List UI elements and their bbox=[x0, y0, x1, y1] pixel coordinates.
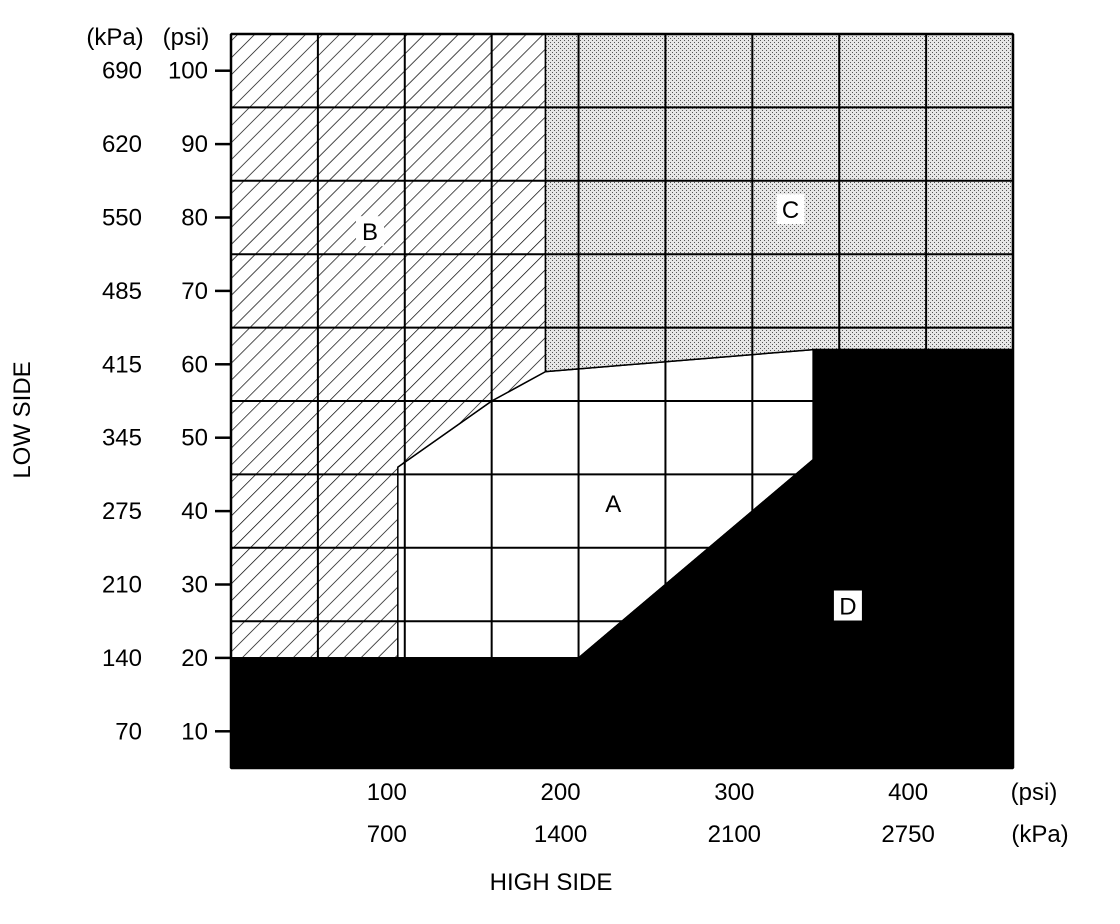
y-tick-label-psi: 60 bbox=[181, 351, 208, 378]
y-tick-label-psi: 90 bbox=[181, 131, 208, 158]
x-tick-label-psi: 200 bbox=[541, 779, 581, 806]
y-tick-label-kpa: 70 bbox=[115, 718, 142, 745]
x-tick-label-psi: 100 bbox=[367, 779, 407, 806]
region-label-a: A bbox=[605, 491, 621, 518]
y-unit-kpa: (kPa) bbox=[86, 24, 143, 51]
region-label-d: D bbox=[839, 594, 856, 621]
y-tick-label-kpa: 140 bbox=[102, 645, 142, 672]
y-tick-label-kpa: 620 bbox=[102, 131, 142, 158]
region-label-box-b bbox=[356, 216, 385, 247]
y-tick-label-kpa: 550 bbox=[102, 205, 142, 232]
region-label-box-c bbox=[776, 194, 805, 225]
y-tick-label-kpa: 210 bbox=[102, 572, 142, 599]
region-label-box-d bbox=[833, 590, 862, 621]
y-tick-label-kpa: 275 bbox=[102, 498, 142, 525]
y-tick-label-kpa: 690 bbox=[102, 58, 142, 85]
y-axis-title: LOW SIDE bbox=[9, 361, 36, 478]
y-unit-psi: (psi) bbox=[163, 24, 210, 51]
x-tick-label-kpa: 1400 bbox=[534, 821, 587, 848]
x-unit-kpa: (kPa) bbox=[1011, 821, 1068, 848]
y-tick-label-psi: 20 bbox=[181, 645, 208, 672]
y-tick-label-kpa: 345 bbox=[102, 425, 142, 452]
region-label-c: C bbox=[782, 197, 799, 224]
y-tick-label-psi: 30 bbox=[181, 572, 208, 599]
y-tick-label-psi: 50 bbox=[181, 425, 208, 452]
y-tick-label-psi: 40 bbox=[181, 498, 208, 525]
y-tick-label-psi: 80 bbox=[181, 205, 208, 232]
x-tick-label-kpa: 2100 bbox=[708, 821, 761, 848]
y-tick-label-psi: 10 bbox=[181, 718, 208, 745]
x-unit-psi: (psi) bbox=[1011, 779, 1058, 806]
axes-layer bbox=[215, 32, 1015, 770]
x-tick-label-kpa: 2750 bbox=[881, 821, 934, 848]
grid-layer bbox=[230, 34, 1014, 769]
x-tick-label-kpa: 700 bbox=[367, 821, 407, 848]
y-tick-label-psi: 100 bbox=[168, 58, 208, 85]
x-tick-label-psi: 400 bbox=[888, 779, 928, 806]
x-axis-title: HIGH SIDE bbox=[490, 869, 613, 896]
region-label-b: B bbox=[362, 219, 378, 246]
y-tick-label-psi: 70 bbox=[181, 278, 208, 305]
x-tick-label-psi: 300 bbox=[714, 779, 754, 806]
y-tick-label-kpa: 485 bbox=[102, 278, 142, 305]
y-tick-label-kpa: 415 bbox=[102, 351, 142, 378]
labels-layer: 100 690 90 620 80 550 70 485 60 415 50 345 40 275 30 21… bbox=[9, 24, 1069, 896]
